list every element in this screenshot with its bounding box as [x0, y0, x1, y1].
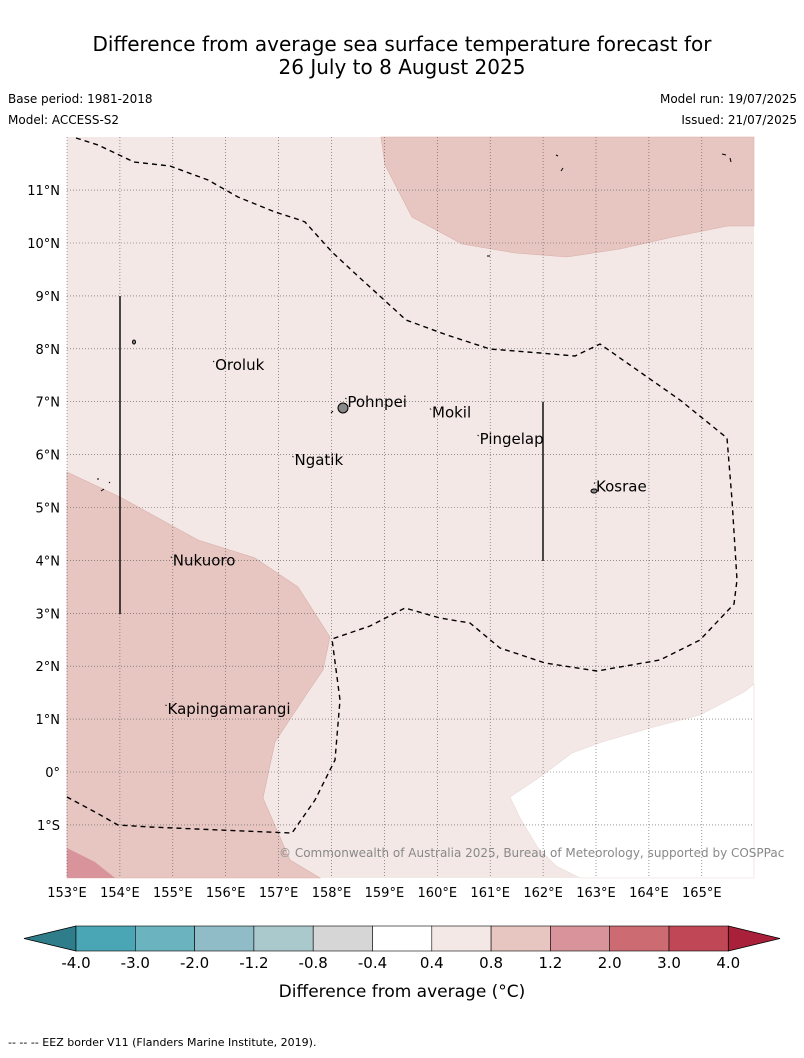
- colorbar-tick-label: -3.0: [121, 954, 150, 972]
- islet: [108, 481, 111, 484]
- colorbar-segment: [253, 925, 314, 952]
- place-label-kapingamarangi: Kapingamarangi: [168, 700, 291, 718]
- lon-tick-label: 164°E: [629, 886, 669, 901]
- lat-tick-label: 8°N: [36, 343, 61, 358]
- place-marker: [212, 360, 215, 363]
- lon-tick-label: 163°E: [576, 886, 616, 901]
- graticule: [66, 137, 754, 878]
- islet: [555, 154, 559, 157]
- islet: [721, 153, 727, 156]
- lat-tick-label: 1°N: [36, 713, 61, 728]
- lat-tick-label: 0°: [45, 766, 60, 781]
- colorbar-segment: [668, 925, 729, 952]
- lat-tick-label: 3°N: [36, 607, 61, 622]
- lat-tick-label: 11°N: [27, 184, 60, 199]
- lon-tick-label: 153°E: [47, 886, 87, 901]
- anomaly-region-north: [380, 136, 755, 258]
- place-label-kosrae: Kosrae: [596, 478, 647, 496]
- place-label-pohnpei: Pohnpei: [347, 393, 407, 411]
- islet: [100, 488, 105, 492]
- axis-labels: 153°E 154°E 155°E 156°E 157°E 158°E 159°E 160°E…: [27, 184, 721, 901]
- lon-tick-label: 160°E: [418, 886, 458, 901]
- place-marker: [345, 397, 347, 400]
- islet: [560, 167, 564, 172]
- colorbar-extend-low: [23, 925, 77, 952]
- colorbar-segment: [135, 925, 195, 952]
- colorbar-segment: [372, 925, 433, 952]
- colorbar-tick-label: -2.0: [180, 954, 209, 972]
- map-title-line1: Difference from average sea surface temp…: [92, 32, 712, 56]
- lat-tick-label: 9°N: [36, 290, 61, 305]
- colorbar-segment: [312, 925, 373, 952]
- colorbar-segment: [431, 925, 492, 952]
- colorbar-segment: [490, 925, 551, 952]
- map-figure: Oroluk Pohnpei Mokil Pingelap Ngatik Kosrae Nu…: [23, 136, 781, 1002]
- colorbar-tick-label: 2.0: [598, 954, 622, 972]
- place-marker: [292, 455, 294, 458]
- colorbar-tick-label: -0.4: [358, 954, 387, 972]
- lon-tick-label: 159°E: [365, 886, 405, 901]
- lat-tick-label: 5°N: [36, 502, 61, 517]
- islet: [132, 339, 136, 345]
- lat-tick-label: 7°N: [36, 396, 61, 411]
- place-marker: [165, 704, 167, 707]
- colorbar: -4.0 -3.0 -2.0 -1.2 -0.8 -0.4 0.4 0.8 1.2 2.0 3.0 4…: [23, 925, 781, 1002]
- lon-tick-label: 154°E: [100, 886, 140, 901]
- anomaly-region-southwest: [66, 471, 331, 879]
- colorbar-tick-label: -4.0: [61, 954, 90, 972]
- colorbar-segment: [609, 925, 670, 952]
- model-run: Model run: 19/07/2025: [659, 92, 797, 106]
- islands: [97, 153, 732, 494]
- eez-legend-note: -- -- -- EEZ border V11 (Flanders Marine…: [8, 1036, 317, 1049]
- eez-border-fsm: [66, 137, 738, 834]
- place-marker: [170, 556, 173, 559]
- eez-borders: [66, 137, 738, 834]
- colorbar-segment: [550, 925, 611, 952]
- colorbar-tick-label: 4.0: [716, 954, 740, 972]
- lat-tick-label: 1°S: [37, 819, 60, 834]
- anomaly-region-neutral: [509, 683, 755, 879]
- lat-tick-label: 4°N: [36, 554, 61, 569]
- lon-tick-label: 156°E: [206, 886, 246, 901]
- islet: [729, 157, 732, 163]
- anomaly-region-warm-corner: [67, 848, 115, 878]
- colorbar-tick-label: 1.2: [538, 954, 562, 972]
- islet: [330, 410, 334, 414]
- place-label-mokil: Mokil: [432, 404, 471, 422]
- place-marker: [477, 434, 479, 437]
- colorbar-segment: [75, 925, 136, 952]
- base-period: Base period: 1981-2018: [8, 92, 153, 106]
- issued-date: Issued: 21/07/2025: [681, 113, 797, 127]
- lon-tick-label: 162°E: [523, 886, 563, 901]
- lon-tick-label: 161°E: [470, 886, 510, 901]
- model-name: Model: ACCESS-S2: [8, 113, 120, 127]
- place-label-pingelap: Pingelap: [480, 430, 544, 448]
- colorbar-tick-label: -0.8: [299, 954, 328, 972]
- lon-tick-label: 158°E: [312, 886, 352, 901]
- place-labels: Oroluk Pohnpei Mokil Pingelap Ngatik Kosrae Nu…: [165, 356, 647, 718]
- pohnpei-island: [337, 402, 349, 414]
- kosrae-island: [590, 488, 598, 494]
- colorbar-tick-label: -1.2: [239, 954, 268, 972]
- map-title-line2: 26 July to 8 August 2025: [278, 55, 526, 79]
- lat-tick-label: 2°N: [36, 660, 61, 675]
- place-label-nukuoro: Nukuoro: [173, 552, 236, 570]
- place-label-ngatik: Ngatik: [294, 451, 343, 469]
- colorbar-segment: [194, 925, 255, 952]
- colorbar-extend-high: [727, 925, 781, 952]
- colorbar-tick-label: 0.4: [420, 954, 444, 972]
- place-marker: [429, 408, 432, 410]
- colorbar-tick-label: 0.8: [479, 954, 503, 972]
- lon-tick-label: 155°E: [153, 886, 193, 901]
- lon-tick-label: 157°E: [259, 886, 299, 901]
- colorbar-title: Difference from average (°C): [279, 982, 526, 1002]
- map-area: Oroluk Pohnpei Mokil Pingelap Ngatik Kosrae Nu…: [66, 136, 755, 879]
- copyright-credit: © Commonwealth of Australia 2025, Bureau…: [279, 846, 785, 860]
- place-label-oroluk: Oroluk: [215, 356, 264, 374]
- lon-tick-label: 165°E: [682, 886, 722, 901]
- lat-tick-label: 6°N: [36, 449, 61, 464]
- colorbar-tick-label: 3.0: [657, 954, 681, 972]
- place-marker: [593, 482, 596, 484]
- lat-tick-label: 10°N: [27, 237, 60, 252]
